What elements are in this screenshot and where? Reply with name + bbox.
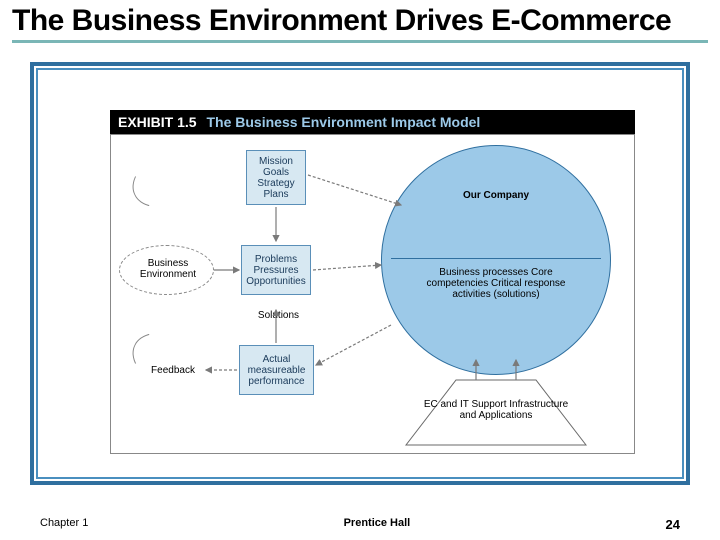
box-performance: Actual measureable performance: [239, 345, 314, 395]
support-label: EC and IT Support Infrastructure and App…: [421, 399, 571, 421]
box-mission: Mission Goals Strategy Plans: [246, 150, 306, 205]
exhibit-container: EXHIBIT 1.5 The Business Environment Imp…: [110, 110, 635, 454]
our-company-label: Our Company: [441, 190, 551, 201]
solutions-label: Solutions: [246, 310, 311, 321]
arc-bottom: [124, 323, 209, 398]
footer-center: Prentice Hall: [344, 517, 411, 532]
business-env-label: Business Environment: [129, 258, 207, 280]
title-underline: [12, 40, 708, 43]
slide-title: The Business Environment Drives E-Commer…: [0, 0, 720, 38]
footer: Chapter 1 Prentice Hall 24: [0, 517, 720, 532]
feedback-label: Feedback: [143, 365, 203, 376]
exhibit-body: Business Environment Feedback Mission Go…: [110, 134, 635, 454]
arc-top: [124, 143, 209, 218]
center-text: Business processes Core competencies Cri…: [416, 267, 576, 300]
exhibit-header: EXHIBIT 1.5 The Business Environment Imp…: [110, 110, 635, 134]
exhibit-label: EXHIBIT 1.5: [118, 114, 197, 130]
company-circle: [381, 145, 611, 375]
circle-divider: [391, 258, 601, 259]
exhibit-title: The Business Environment Impact Model: [206, 114, 480, 130]
box-problems: Problems Pressures Opportunities: [241, 245, 311, 295]
footer-left: Chapter 1: [40, 517, 88, 532]
page-number: 24: [666, 517, 680, 532]
